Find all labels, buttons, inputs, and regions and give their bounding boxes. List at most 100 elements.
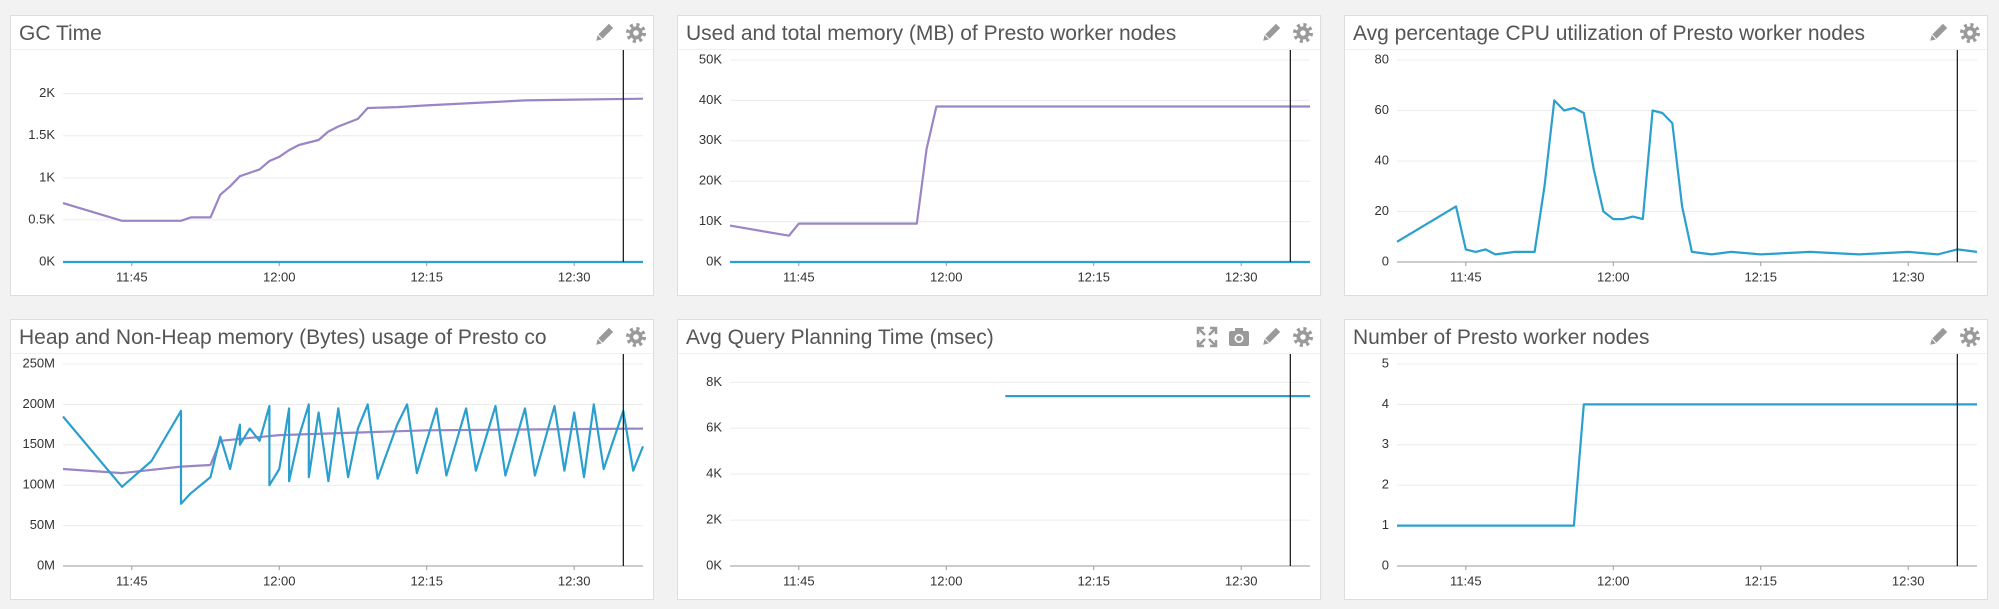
widget: GC Time 0K 0.5K 1K 1.5K 2K 11:45 12:00 12:15 12:… (10, 15, 654, 296)
chart: 0M 50M 100M 150M 200M 250M 11:45 12:00 12:15 12:3… (22, 354, 645, 588)
chart: 0 20 40 60 80 11:45 12:00 12:15 12:30 (1375, 50, 1978, 284)
x-tick-label: 12:15 (1744, 269, 1777, 284)
widget-tools (589, 22, 647, 44)
x-tick-label: 12:00 (1597, 269, 1630, 284)
y-tick-label: 100M (22, 477, 55, 492)
y-tick-label: 4K (706, 466, 722, 481)
series-line (1396, 99, 1978, 256)
series-line (1397, 403, 1977, 527)
widget: Heap and Non-Heap memory (Bytes) usage o… (10, 319, 654, 600)
x-tick-label: 12:15 (1744, 573, 1777, 588)
widget-title: Avg Query Planning Time (msec) (686, 326, 994, 349)
settings-icon[interactable] (625, 326, 647, 348)
y-tick-label: 200M (22, 396, 55, 411)
x-tick-label: 11:45 (783, 573, 815, 588)
settings-icon[interactable] (1959, 326, 1981, 348)
y-tick-label: 0K (706, 253, 722, 268)
widget-tools (1923, 326, 1981, 348)
y-tick-label: 20 (1375, 203, 1389, 218)
y-tick-label: 50K (699, 51, 722, 66)
edit-icon[interactable] (1260, 326, 1282, 348)
widget-title: Used and total memory (MB) of Presto wor… (686, 22, 1177, 45)
x-tick-label: 12:00 (930, 269, 963, 284)
y-tick-label: 10K (699, 213, 722, 228)
settings-icon[interactable] (1292, 22, 1314, 44)
series-line (62, 97, 644, 222)
chart: 0K 2K 4K 6K 8K 11:45 12:00 12:15 12:30 (706, 354, 1310, 588)
chart: 0K 0.5K 1K 1.5K 2K 11:45 12:00 12:15 12:30 (28, 50, 644, 284)
y-tick-label: 1 (1382, 517, 1389, 532)
settings-icon[interactable] (625, 22, 647, 44)
x-tick-label: 12:15 (1077, 269, 1110, 284)
widget-tools (1256, 22, 1314, 44)
widget: Number of Presto worker nodes 0 1 2 3 4 5 11:4… (1344, 319, 1988, 600)
y-tick-label: 3 (1382, 436, 1389, 451)
y-tick-label: 0K (706, 557, 722, 572)
widget-header: Number of Presto worker nodes (1345, 320, 1987, 354)
x-tick-label: 11:45 (783, 269, 815, 284)
y-tick-label: 0.5K (28, 211, 55, 226)
edit-icon[interactable] (1927, 22, 1949, 44)
y-tick-label: 1.5K (28, 127, 55, 142)
x-tick-label: 12:30 (1892, 573, 1925, 588)
edit-icon[interactable] (1260, 22, 1282, 44)
widget-title: GC Time (19, 22, 102, 45)
y-tick-label: 1K (39, 169, 55, 184)
y-tick-label: 30K (699, 132, 722, 147)
widget-header: Heap and Non-Heap memory (Bytes) usage o… (11, 320, 653, 354)
y-tick-label: 4 (1382, 396, 1389, 411)
widget: Avg percentage CPU utilization of Presto… (1344, 15, 1988, 296)
widget-tools (1923, 22, 1981, 44)
series-line (62, 403, 645, 505)
y-tick-label: 0 (1382, 557, 1389, 572)
y-tick-label: 250M (22, 355, 55, 370)
chart: 0K 10K 20K 30K 40K 50K 11:45 12:00 12:15 12:30 (699, 50, 1310, 284)
edit-icon[interactable] (593, 22, 615, 44)
widget-title: Avg percentage CPU utilization of Presto… (1353, 22, 1866, 45)
y-tick-label: 6K (706, 420, 722, 435)
widget-header: Used and total memory (MB) of Presto wor… (678, 16, 1320, 50)
y-tick-label: 0 (1382, 253, 1389, 268)
x-tick-label: 12:00 (263, 269, 296, 284)
y-tick-label: 40 (1375, 152, 1389, 167)
widget: Avg Query Planning Time (msec) 0K 2K 4K 6K 8… (677, 319, 1321, 600)
x-tick-label: 11:45 (1450, 269, 1482, 284)
x-tick-label: 12:15 (1077, 573, 1110, 588)
widget-title: Number of Presto worker nodes (1353, 326, 1650, 349)
y-tick-label: 0K (39, 253, 55, 268)
widget-header: Avg percentage CPU utilization of Presto… (1345, 16, 1987, 50)
y-tick-label: 8K (706, 374, 722, 389)
edit-icon[interactable] (593, 326, 615, 348)
widget-title: Heap and Non-Heap memory (Bytes) usage o… (19, 326, 547, 349)
x-tick-label: 12:30 (558, 269, 591, 284)
x-tick-label: 12:30 (1892, 269, 1925, 284)
y-tick-label: 0M (37, 557, 55, 572)
snapshot-icon[interactable] (1228, 326, 1250, 348)
x-tick-label: 12:00 (930, 573, 963, 588)
y-tick-label: 2K (706, 512, 722, 527)
x-tick-label: 12:15 (410, 573, 443, 588)
y-tick-label: 2 (1382, 477, 1389, 492)
y-tick-label: 60 (1375, 102, 1389, 117)
x-tick-label: 11:45 (116, 269, 148, 284)
widget: Used and total memory (MB) of Presto wor… (677, 15, 1321, 296)
y-tick-label: 20K (699, 173, 722, 188)
x-tick-label: 12:30 (558, 573, 591, 588)
edit-icon[interactable] (1927, 326, 1949, 348)
y-tick-label: 40K (699, 92, 722, 107)
settings-icon[interactable] (1292, 326, 1314, 348)
settings-icon[interactable] (1959, 22, 1981, 44)
x-tick-label: 12:00 (263, 573, 296, 588)
widget-header: Avg Query Planning Time (msec) (678, 320, 1320, 354)
y-tick-label: 50M (30, 517, 55, 532)
series-line (729, 105, 1310, 237)
y-tick-label: 150M (22, 436, 55, 451)
x-tick-label: 12:30 (1225, 573, 1258, 588)
widget-tools (589, 326, 647, 348)
x-tick-label: 12:15 (410, 269, 443, 284)
fullscreen-icon[interactable] (1196, 326, 1218, 348)
y-tick-label: 80 (1375, 51, 1389, 66)
y-tick-label: 2K (39, 85, 55, 100)
x-tick-label: 11:45 (1450, 573, 1482, 588)
